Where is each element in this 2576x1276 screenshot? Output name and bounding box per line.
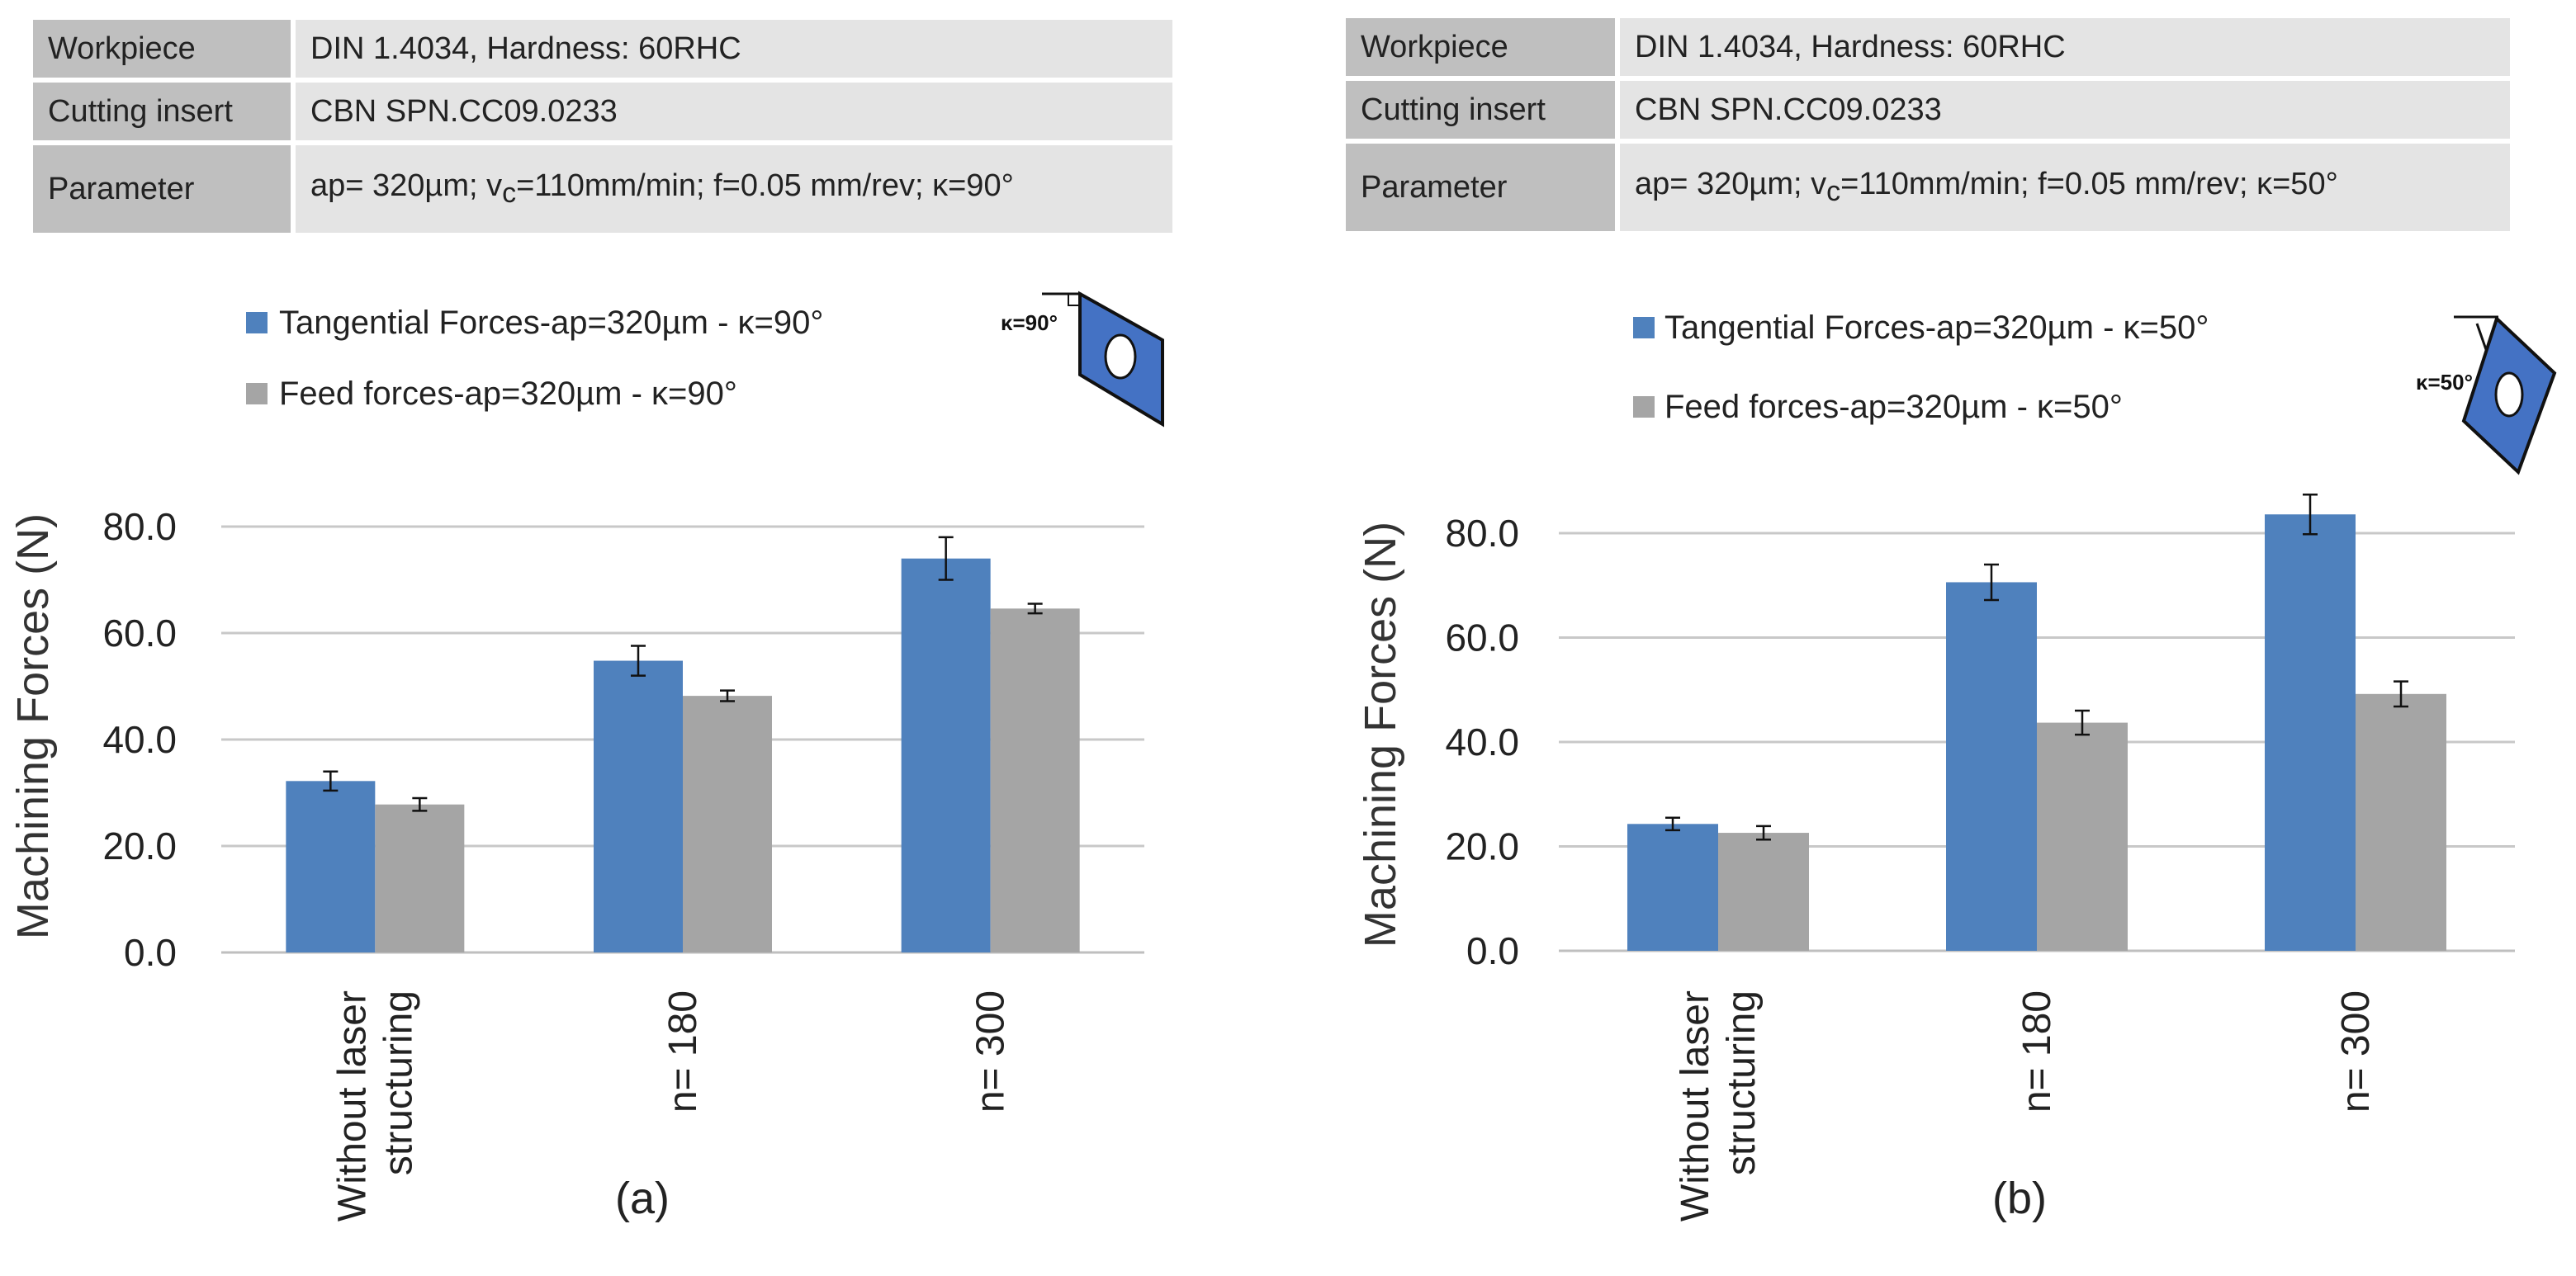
y-tick-label: 80.0 xyxy=(1445,512,1519,555)
bar xyxy=(901,558,991,952)
panel-label: (a) xyxy=(615,1174,670,1223)
panel-label: (b) xyxy=(1992,1174,2047,1223)
table-key: Cutting insert xyxy=(1346,81,1620,139)
chart-b: 0.0 20.0 40.0 60.0 80.0 Machining Forces (N) W… xyxy=(1356,310,2557,1223)
category-label: Without laser xyxy=(1674,990,1717,1222)
table-value: DIN 1.4034, Hardness: 60RHC xyxy=(296,20,1172,78)
legend-label: Feed forces-ap=320µm - κ=90° xyxy=(279,376,737,412)
legend-swatch xyxy=(246,312,268,333)
insert-hole-icon xyxy=(1104,333,1137,380)
bar xyxy=(1946,582,2037,951)
legend-swatch xyxy=(1633,396,1655,418)
table-value: DIN 1.4034, Hardness: 60RHC xyxy=(1620,18,2510,76)
table-key: Workpiece xyxy=(33,20,296,78)
table-value: ap= 320µm; vc=110mm/min; f=0.05 mm/rev; … xyxy=(1620,144,2510,231)
param-subscript: c xyxy=(502,177,517,209)
parameter-table: Workpiece DIN 1.4034, Hardness: 60RHC Cu… xyxy=(1346,13,2510,236)
y-tick-label: 60.0 xyxy=(1445,617,1519,659)
bar xyxy=(1718,833,1809,951)
y-axis-label: Machining Forces (N) xyxy=(1356,522,1405,948)
y-tick-label: 20.0 xyxy=(1445,825,1519,868)
category-label: structuring xyxy=(1720,990,1764,1175)
param-text: =110mm/min; f=0.05 mm/rev; κ=50° xyxy=(1840,167,2338,201)
y-tick-label: 0.0 xyxy=(124,931,177,974)
table-row: Cutting insert CBN SPN.CC09.0233 xyxy=(33,83,1172,140)
y-axis-label: Machining Forces (N) xyxy=(8,513,58,939)
legend-swatch xyxy=(246,383,268,404)
y-tick-label: 20.0 xyxy=(102,825,177,867)
bar xyxy=(286,781,376,952)
table-value: CBN SPN.CC09.0233 xyxy=(1620,81,2510,139)
y-tick-label: 60.0 xyxy=(102,612,177,655)
bar xyxy=(2356,693,2446,951)
table-key: Parameter xyxy=(33,145,296,233)
insert-angle-label: κ=50° xyxy=(2416,370,2473,395)
category-label: n= 300 xyxy=(969,990,1013,1113)
param-text: =110mm/min; f=0.05 mm/rev; κ=90° xyxy=(516,168,1014,203)
bar xyxy=(2037,722,2128,951)
legend-swatch xyxy=(1633,317,1655,338)
bar xyxy=(683,696,772,952)
panel-b: Workpiece DIN 1.4034, Hardness: 60RHC Cu… xyxy=(1338,0,2576,1276)
bar xyxy=(594,660,683,952)
parameter-table: Workpiece DIN 1.4034, Hardness: 60RHC Cu… xyxy=(33,15,1172,238)
table-value: ap= 320µm; vc=110mm/min; f=0.05 mm/rev; … xyxy=(296,145,1172,233)
legend-label: Tangential Forces-ap=320µm - κ=90° xyxy=(279,305,823,341)
legend-label: Feed forces-ap=320µm - κ=50° xyxy=(1664,389,2123,425)
table-key: Cutting insert xyxy=(33,83,296,140)
table-row: Cutting insert CBN SPN.CC09.0233 xyxy=(1346,81,2510,139)
table-value: CBN SPN.CC09.0233 xyxy=(296,83,1172,140)
param-text: ap= 320µm; v xyxy=(310,168,503,203)
right-angle-mark xyxy=(1068,293,1081,306)
y-tick-label: 0.0 xyxy=(1466,929,1519,972)
y-tick-label: 80.0 xyxy=(102,505,177,548)
bar xyxy=(375,804,465,952)
table-row: Parameter ap= 320µm; vc=110mm/min; f=0.0… xyxy=(33,145,1172,233)
legend-label: Tangential Forces-ap=320µm - κ=50° xyxy=(1664,310,2209,346)
insert-angle-label: κ=90° xyxy=(1001,310,1058,335)
category-label: n= 300 xyxy=(2334,990,2378,1113)
table-key: Workpiece xyxy=(1346,18,1620,76)
table-key: Parameter xyxy=(1346,144,1620,231)
category-label: structuring xyxy=(376,990,420,1175)
category-label: n= 180 xyxy=(661,990,705,1113)
bar xyxy=(990,608,1080,952)
category-label: n= 180 xyxy=(2015,990,2059,1113)
panel-a: Workpiece DIN 1.4034, Hardness: 60RHC Cu… xyxy=(8,15,1172,1223)
category-label: Without laser xyxy=(330,990,374,1222)
table-row: Parameter ap= 320µm; vc=110mm/min; f=0.0… xyxy=(1346,144,2510,231)
table-row: Workpiece DIN 1.4034, Hardness: 60RHC xyxy=(1346,18,2510,76)
table-row: Workpiece DIN 1.4034, Hardness: 60RHC xyxy=(33,20,1172,78)
bar xyxy=(1627,824,1718,951)
param-subscript: c xyxy=(1826,176,1841,207)
param-text: ap= 320µm; v xyxy=(1635,167,1827,201)
y-tick-label: 40.0 xyxy=(1445,721,1519,763)
bar xyxy=(2265,514,2356,951)
y-tick-label: 40.0 xyxy=(102,718,177,761)
insert-hole-icon xyxy=(2494,371,2524,418)
chart-a: 0.0 20.0 40.0 60.0 80.0 Machining Forces (N) W… xyxy=(8,291,1164,1223)
